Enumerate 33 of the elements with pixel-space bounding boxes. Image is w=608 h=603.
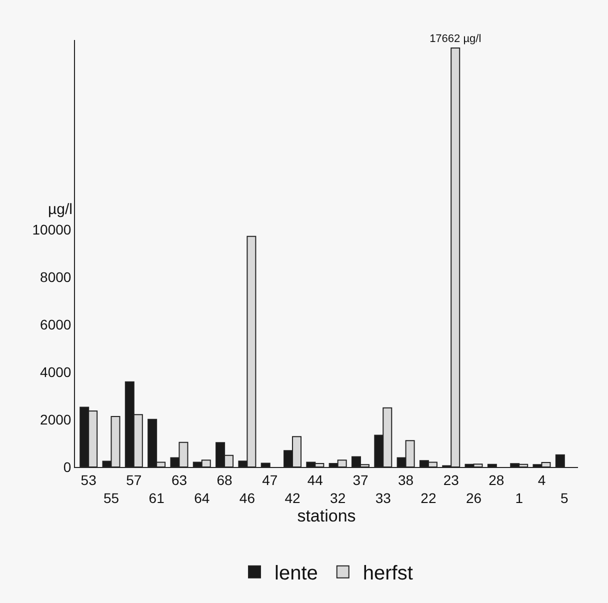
x-tick-label: 23 (443, 472, 460, 488)
data-label: 17662 µg/l (430, 33, 482, 46)
x-tick-label: 4 (538, 472, 546, 488)
x-tick-label: 64 (194, 490, 210, 506)
x-tick-label: 33 (375, 490, 392, 506)
x-tick-label: 47 (262, 472, 278, 488)
x-tick-label: 28 (488, 472, 504, 488)
x-tick-label: 46 (239, 490, 256, 506)
y-tick-label: 10000 (32, 222, 72, 238)
x-tick-label: 68 (216, 472, 233, 488)
x-tick-label: 42 (284, 490, 301, 506)
x-tick-label: 1 (515, 490, 524, 506)
y-tick-label: 2000 (40, 411, 72, 428)
x-tick-label: 61 (148, 490, 165, 506)
x-axis-title: stations (297, 506, 356, 526)
y-tick-label: 6000 (40, 316, 72, 333)
x-tick-label: 53 (80, 472, 97, 488)
legend-label: herfst (362, 562, 414, 585)
x-tick-label: 63 (171, 472, 188, 488)
x-tick-label: 44 (307, 472, 324, 488)
y-axis-title: µg/l (48, 201, 72, 218)
x-tick-label: 57 (126, 472, 142, 488)
x-tick-label: 37 (352, 472, 368, 488)
legend-label: lente (274, 562, 318, 585)
x-tick-label: 5 (560, 490, 569, 506)
x-tick-label: 26 (466, 490, 482, 506)
y-tick-label: 4000 (40, 364, 72, 380)
x-tick-label: 22 (420, 490, 436, 506)
x-tick-label: 38 (398, 472, 414, 488)
x-tick-label: 32 (330, 490, 346, 506)
y-tick-label: 8000 (40, 269, 72, 286)
x-tick-label: 55 (103, 490, 120, 506)
y-tick-label: 0 (63, 458, 72, 475)
